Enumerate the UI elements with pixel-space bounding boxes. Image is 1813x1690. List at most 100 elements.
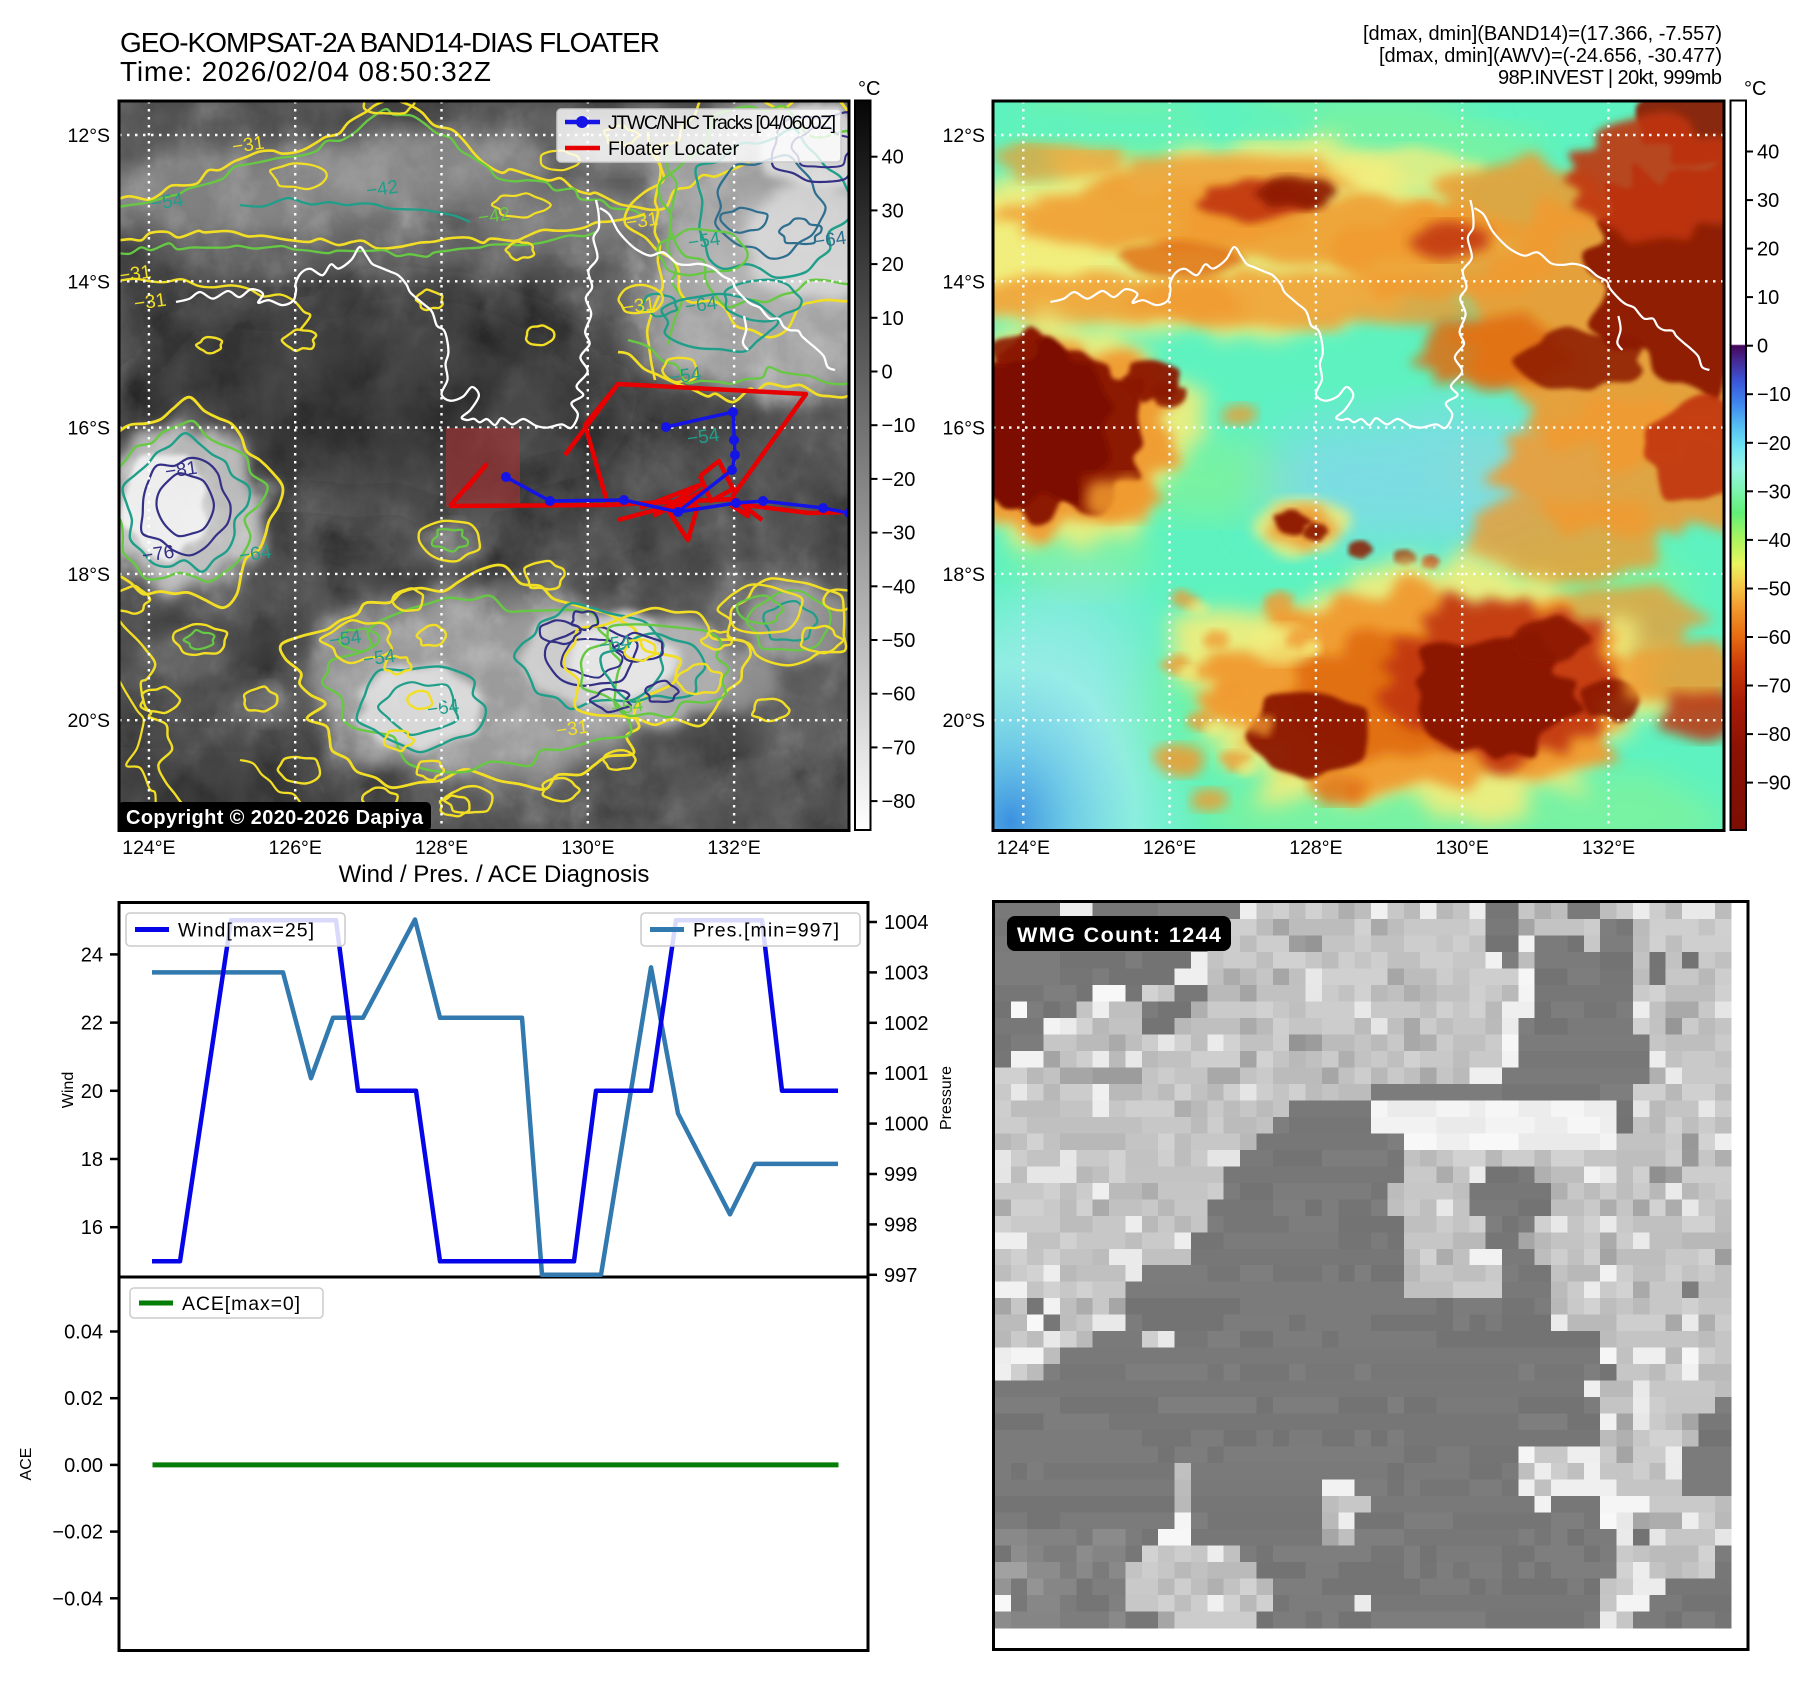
- svg-text:−30: −30: [1757, 481, 1791, 503]
- svg-text:20: 20: [1757, 239, 1779, 261]
- svg-text:22: 22: [81, 1013, 103, 1035]
- svg-text:126°E: 126°E: [269, 837, 322, 859]
- svg-text:GEO-KOMPSAT-2A BAND14-DIAS FLO: GEO-KOMPSAT-2A BAND14-DIAS FLOATER: [120, 27, 660, 58]
- svg-text:°C: °C: [1744, 78, 1766, 100]
- svg-text:−31: −31: [622, 294, 657, 319]
- svg-text:128°E: 128°E: [1289, 837, 1342, 859]
- svg-text:−64: −64: [238, 542, 273, 567]
- svg-text:ACE[max=0]: ACE[max=0]: [182, 1293, 300, 1315]
- svg-text:−50: −50: [1757, 579, 1791, 601]
- svg-text:[dmax, dmin](AWV)=(-24.656, -3: [dmax, dmin](AWV)=(-24.656, -30.477): [1379, 45, 1722, 67]
- svg-text:126°E: 126°E: [1143, 837, 1196, 859]
- svg-text:1003: 1003: [884, 962, 929, 984]
- svg-text:1004: 1004: [884, 912, 929, 934]
- svg-text:−81: −81: [164, 458, 199, 483]
- svg-text:°C: °C: [858, 78, 880, 100]
- svg-text:10: 10: [882, 308, 904, 330]
- svg-text:0.02: 0.02: [64, 1388, 103, 1410]
- svg-text:−70: −70: [882, 737, 916, 759]
- svg-text:20°S: 20°S: [943, 710, 986, 732]
- svg-text:−54: −54: [610, 695, 645, 720]
- svg-text:0: 0: [1757, 336, 1768, 358]
- svg-text:0: 0: [882, 362, 893, 384]
- svg-text:−54: −54: [598, 632, 633, 657]
- svg-text:132°E: 132°E: [707, 837, 760, 859]
- svg-text:[dmax, dmin](BAND14)=(17.366,: [dmax, dmin](BAND14)=(17.366, -7.557): [1363, 23, 1722, 45]
- svg-text:Pres.[min=997]: Pres.[min=997]: [693, 920, 839, 942]
- svg-text:−64: −64: [813, 228, 848, 253]
- svg-text:−60: −60: [1757, 627, 1791, 649]
- svg-text:20: 20: [81, 1081, 103, 1103]
- svg-text:18°S: 18°S: [68, 564, 111, 586]
- svg-text:−31: −31: [625, 209, 660, 234]
- svg-text:−76: −76: [141, 542, 176, 567]
- svg-text:124°E: 124°E: [122, 837, 175, 859]
- svg-text:WMG Count: 1244: WMG Count: 1244: [1017, 923, 1221, 947]
- svg-text:Wind / Pres. / ACE Diagnosis: Wind / Pres. / ACE Diagnosis: [339, 861, 650, 888]
- svg-text:128°E: 128°E: [415, 837, 468, 859]
- svg-text:1002: 1002: [884, 1013, 929, 1035]
- svg-text:30: 30: [882, 200, 904, 222]
- svg-text:1000: 1000: [884, 1114, 929, 1136]
- svg-text:−54: −54: [687, 229, 722, 254]
- svg-text:997: 997: [884, 1265, 917, 1287]
- svg-text:−0.04: −0.04: [52, 1588, 103, 1610]
- svg-text:40: 40: [882, 147, 904, 169]
- svg-text:Pressure: Pressure: [938, 1066, 955, 1130]
- svg-text:20°S: 20°S: [68, 710, 111, 732]
- svg-text:998: 998: [884, 1214, 917, 1236]
- svg-text:JTWC/NHC Tracks [04/0600Z]: JTWC/NHC Tracks [04/0600Z]: [608, 112, 836, 134]
- svg-text:ACE: ACE: [18, 1448, 35, 1481]
- svg-text:−31: −31: [231, 133, 266, 158]
- svg-text:12°S: 12°S: [68, 125, 111, 147]
- svg-text:−42: −42: [477, 204, 512, 229]
- svg-text:0.04: 0.04: [64, 1322, 103, 1344]
- svg-text:130°E: 130°E: [561, 837, 614, 859]
- svg-text:−64: −64: [426, 696, 461, 721]
- svg-text:−60: −60: [882, 684, 916, 706]
- svg-text:Time: 2026/02/04 08:50:32Z: Time: 2026/02/04 08:50:32Z: [120, 56, 491, 87]
- svg-text:18: 18: [81, 1149, 103, 1171]
- svg-text:−70: −70: [1757, 676, 1791, 698]
- svg-text:−80: −80: [1757, 724, 1791, 746]
- svg-text:−0.02: −0.02: [52, 1522, 103, 1544]
- svg-text:Floater Locater: Floater Locater: [608, 138, 740, 160]
- svg-text:−40: −40: [1757, 530, 1791, 552]
- svg-text:130°E: 130°E: [1436, 837, 1489, 859]
- svg-text:16: 16: [81, 1217, 103, 1239]
- svg-text:24: 24: [81, 944, 103, 966]
- svg-text:−80: −80: [882, 791, 916, 813]
- svg-text:18°S: 18°S: [943, 564, 986, 586]
- svg-text:10: 10: [1757, 287, 1779, 309]
- svg-text:−10: −10: [882, 415, 916, 437]
- svg-text:16°S: 16°S: [943, 418, 986, 440]
- svg-text:−90: −90: [1757, 773, 1791, 795]
- svg-text:−31: −31: [118, 262, 153, 287]
- svg-text:30: 30: [1757, 190, 1779, 212]
- svg-text:−54: −54: [686, 425, 721, 450]
- svg-text:16°S: 16°S: [68, 418, 111, 440]
- svg-text:12°S: 12°S: [943, 125, 986, 147]
- svg-text:124°E: 124°E: [997, 837, 1050, 859]
- svg-text:−20: −20: [1757, 433, 1791, 455]
- svg-text:132°E: 132°E: [1582, 837, 1635, 859]
- svg-text:−20: −20: [882, 469, 916, 491]
- svg-text:−50: −50: [882, 630, 916, 652]
- svg-text:−30: −30: [882, 523, 916, 545]
- svg-text:Wind[max=25]: Wind[max=25]: [178, 920, 314, 942]
- svg-text:999: 999: [884, 1164, 917, 1186]
- svg-text:Copyright © 2020-2026 Dapiya: Copyright © 2020-2026 Dapiya: [126, 807, 424, 829]
- svg-text:−10: −10: [1757, 384, 1791, 406]
- svg-text:14°S: 14°S: [68, 271, 111, 293]
- svg-text:0.00: 0.00: [64, 1455, 103, 1477]
- svg-text:40: 40: [1757, 142, 1779, 164]
- svg-text:20: 20: [882, 254, 904, 276]
- svg-text:Wind: Wind: [60, 1072, 77, 1108]
- svg-text:−31: −31: [133, 290, 168, 315]
- svg-text:14°S: 14°S: [943, 271, 986, 293]
- svg-text:−54: −54: [362, 646, 397, 671]
- svg-text:−40: −40: [882, 576, 916, 598]
- svg-text:−54: −54: [150, 190, 185, 215]
- svg-text:98P.INVEST | 20kt, 999mb: 98P.INVEST | 20kt, 999mb: [1498, 67, 1722, 89]
- svg-text:−42: −42: [365, 177, 400, 202]
